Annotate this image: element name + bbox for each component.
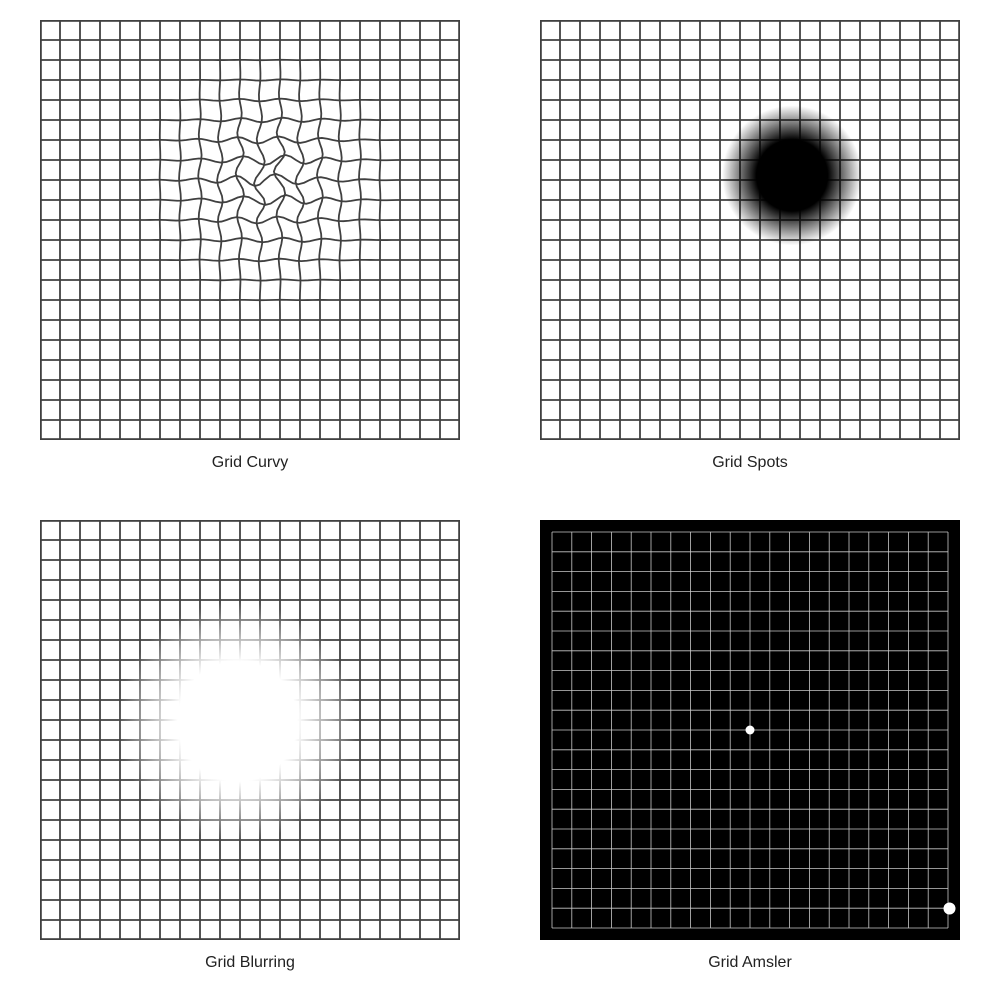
panel-amsler: Grid Amsler	[500, 500, 1000, 1000]
caption-amsler: Grid Amsler	[708, 954, 792, 972]
grid-blurring-svg	[40, 520, 460, 940]
caption-spots: Grid Spots	[712, 454, 788, 472]
caption-blurring: Grid Blurring	[205, 954, 295, 972]
grid-spots-svg	[540, 20, 960, 440]
grid-diagrams-container: Grid Curvy Grid Spots Grid Blurring Grid…	[0, 0, 1000, 1000]
caption-curvy: Grid Curvy	[212, 454, 288, 472]
grid-amsler-svg	[540, 520, 960, 940]
grid-curvy-svg	[40, 20, 460, 440]
panel-curvy: Grid Curvy	[0, 0, 500, 500]
panel-spots: Grid Spots	[500, 0, 1000, 500]
panel-blurring: Grid Blurring	[0, 500, 500, 1000]
